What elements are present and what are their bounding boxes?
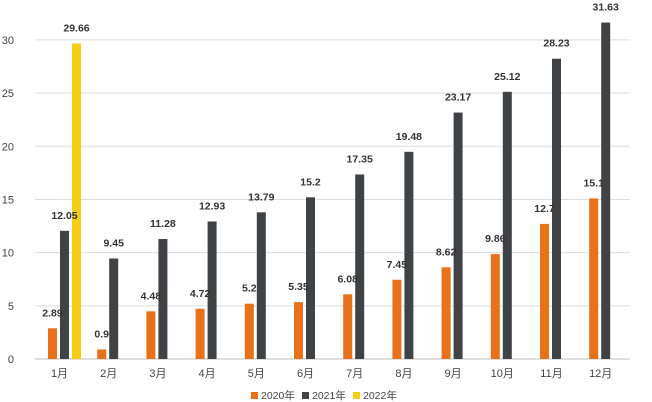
x-tick-label: 2月	[100, 368, 117, 380]
x-axis-ticks: 1月 2月 3月 4月 5月 6月 7月 8月 9月 10月 11月 12月	[51, 368, 612, 380]
bar	[392, 279, 402, 359]
data-label: 5.2	[242, 283, 257, 295]
legend-entry: 2022年	[363, 389, 397, 402]
data-label: 7.45	[387, 259, 408, 271]
x-tick-label: 5月	[248, 368, 265, 380]
data-label: 5.35	[288, 281, 309, 293]
data-label: 12.05	[51, 210, 77, 222]
data-label: 12.7	[534, 203, 555, 215]
x-tick-label: 8月	[395, 368, 412, 380]
x-tick-label: 7月	[346, 368, 363, 380]
x-tick-label: 3月	[149, 368, 166, 380]
y-tick-label: 5	[8, 301, 14, 313]
bar	[404, 151, 414, 359]
data-label: 29.66	[63, 23, 89, 35]
legend-entry: 2021年	[312, 389, 346, 402]
legend-entry: 2020年	[261, 389, 295, 402]
bar	[355, 174, 365, 359]
y-tick-label: 10	[2, 248, 14, 260]
y-tick-label: 20	[2, 141, 14, 153]
legend-swatch	[302, 392, 309, 399]
data-label: 25.12	[494, 71, 520, 83]
data-label: 12.93	[199, 200, 225, 212]
y-tick-label: 30	[2, 35, 14, 47]
x-tick-label: 4月	[199, 368, 216, 380]
bar	[441, 267, 451, 359]
x-tick-label: 1月	[51, 368, 68, 380]
bar	[146, 311, 156, 359]
legend-swatch	[353, 392, 360, 399]
data-label: 23.17	[445, 92, 471, 104]
data-label: 15.1	[583, 177, 604, 189]
bar	[72, 43, 81, 360]
y-tick-label: 15	[2, 194, 14, 206]
legend: 2020年 2021年 2022年	[251, 389, 397, 402]
y-tick-label: 0	[8, 354, 14, 366]
data-label: 0.9	[94, 328, 109, 340]
bar	[502, 91, 512, 359]
legend-swatch	[251, 392, 258, 399]
data-label: 28.23	[543, 38, 569, 50]
bar	[207, 221, 217, 359]
x-tick-label: 6月	[297, 368, 314, 380]
data-label: 4.72	[190, 288, 211, 300]
x-tick-label: 10月	[491, 368, 514, 380]
bars	[48, 22, 611, 360]
data-label: 2.89	[42, 307, 63, 319]
data-label: 13.79	[248, 191, 274, 203]
bar	[195, 308, 205, 359]
data-label: 31.63	[593, 2, 619, 14]
data-label: 9.86	[485, 233, 506, 245]
bar	[256, 212, 266, 359]
bar	[244, 303, 254, 359]
x-tick-label: 12月	[589, 368, 612, 380]
bar	[97, 349, 107, 359]
y-axis-ticks: 0 5 10 15 20 25 30	[2, 35, 14, 366]
x-tick-label: 9月	[445, 368, 462, 380]
data-label: 11.28	[150, 218, 176, 230]
bar	[601, 22, 611, 360]
bar	[552, 58, 561, 360]
data-label: 19.48	[396, 131, 422, 143]
bar	[589, 198, 599, 359]
bar	[453, 112, 463, 360]
bar	[306, 197, 315, 359]
bar	[48, 328, 57, 359]
bar	[158, 239, 168, 359]
bar	[294, 302, 303, 359]
data-label: 9.45	[103, 237, 124, 249]
x-tick-label: 11月	[540, 368, 562, 380]
data-label: 15.2	[300, 176, 321, 188]
bar	[60, 230, 69, 359]
bar	[540, 223, 549, 359]
bar	[343, 294, 353, 359]
bar	[490, 254, 500, 359]
data-label: 17.35	[347, 153, 373, 165]
data-labels: 2.89 0.9 4.48 4.72 5.2 5.35 6.08 7.45 8.62 9.86 12…	[42, 2, 619, 341]
y-tick-label: 25	[2, 88, 14, 100]
data-label: 4.48	[141, 290, 162, 302]
data-label: 6.08	[337, 273, 358, 285]
gridlines	[35, 39, 630, 360]
data-label: 8.62	[436, 246, 457, 258]
bar	[109, 258, 119, 359]
